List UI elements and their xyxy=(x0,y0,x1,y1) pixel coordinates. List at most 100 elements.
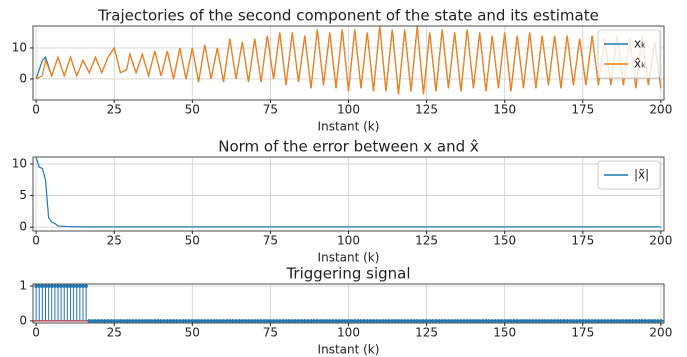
stem-marker xyxy=(268,319,273,323)
stem-marker xyxy=(521,319,526,323)
stem-marker xyxy=(562,319,566,323)
x-tick-label: 50 xyxy=(185,234,200,248)
stem-marker xyxy=(490,319,494,323)
stem-marker xyxy=(540,319,544,323)
stem-marker xyxy=(118,319,123,323)
stem-marker xyxy=(512,319,516,323)
stem-marker xyxy=(327,319,332,323)
stem-marker xyxy=(246,319,251,323)
stem-marker xyxy=(293,319,298,323)
stem-marker xyxy=(121,319,126,323)
stem-marker xyxy=(37,284,42,288)
stem-marker xyxy=(321,319,326,323)
axes-frame xyxy=(32,25,665,101)
stem-marker xyxy=(465,319,470,323)
x-axis-label: Instant (k) xyxy=(318,251,380,265)
stem-marker xyxy=(605,319,610,323)
stem-marker xyxy=(178,319,182,323)
stem-marker xyxy=(284,319,288,323)
stem-marker xyxy=(46,284,51,288)
axes-frame xyxy=(32,283,665,324)
y-tick-label: 0 xyxy=(19,313,27,327)
stem-marker xyxy=(115,319,120,323)
stem-marker xyxy=(84,284,88,288)
stem-marker xyxy=(499,319,504,323)
stem-marker xyxy=(93,319,98,323)
x-tick-label: 125 xyxy=(415,326,438,340)
stem-marker xyxy=(468,319,473,323)
x-tick-label: 25 xyxy=(107,103,122,117)
chart-title: Trajectories of the second component of … xyxy=(97,7,599,25)
stem-marker xyxy=(552,319,557,323)
stem-marker xyxy=(265,319,270,323)
stem-marker xyxy=(224,319,229,323)
stem-marker xyxy=(62,284,67,288)
stem-marker xyxy=(652,319,657,323)
stem-marker xyxy=(434,319,438,323)
stem-marker xyxy=(193,319,198,323)
stem-marker xyxy=(609,319,613,323)
stem-marker xyxy=(337,319,341,323)
x-tick-label: 0 xyxy=(32,234,40,248)
stem-marker xyxy=(362,319,366,323)
stem-marker xyxy=(287,319,291,323)
x-tick-label: 0 xyxy=(32,103,40,117)
line xyxy=(35,26,662,95)
stem-marker xyxy=(231,319,235,323)
stem-marker xyxy=(496,319,501,323)
x-tick-label: 100 xyxy=(337,326,360,340)
stem-marker xyxy=(109,319,113,323)
legend-label: |x̃| xyxy=(634,168,649,182)
stem-marker xyxy=(377,319,382,323)
stem-marker xyxy=(643,319,648,323)
x-tick-label: 175 xyxy=(571,326,594,340)
stem-marker xyxy=(187,319,191,323)
stem-marker xyxy=(431,319,435,323)
stem-marker xyxy=(56,284,60,288)
stem-marker xyxy=(412,319,416,323)
stem-marker xyxy=(471,319,476,323)
stem-marker xyxy=(427,319,432,323)
stem-marker xyxy=(65,284,70,288)
x-tick-label: 200 xyxy=(649,234,672,248)
stem-marker xyxy=(509,319,513,323)
x-tick-label: 50 xyxy=(185,103,200,117)
stem-marker xyxy=(531,319,535,323)
legend-box xyxy=(597,160,661,190)
stem-marker xyxy=(221,319,226,323)
x-tick-label: 175 xyxy=(571,234,594,248)
stem-marker xyxy=(459,319,463,323)
stem-marker xyxy=(506,319,510,323)
stem-marker xyxy=(418,319,423,323)
marks xyxy=(33,284,664,323)
stem-marker xyxy=(243,319,248,323)
stem-marker xyxy=(299,319,304,323)
stem-marker xyxy=(649,319,654,323)
stem-marker xyxy=(43,284,48,288)
stem-marker xyxy=(184,319,188,323)
x-tick-label: 100 xyxy=(337,234,360,248)
stem-marker xyxy=(593,319,598,323)
stem-marker xyxy=(162,319,166,323)
stem-marker xyxy=(237,319,241,323)
y-tick-label: 1 xyxy=(19,279,27,293)
x-tick-label: 75 xyxy=(263,234,278,248)
y-tick-label: 0 xyxy=(19,71,27,85)
line xyxy=(35,157,661,228)
stem-marker xyxy=(290,319,295,323)
stem-marker xyxy=(399,319,404,323)
y-tick-label: 5 xyxy=(19,188,27,202)
stem-marker xyxy=(584,319,588,323)
stem-marker xyxy=(271,319,276,323)
stem-marker xyxy=(381,319,385,323)
x-tick-label: 175 xyxy=(571,103,594,117)
stem-marker xyxy=(571,319,576,323)
stem-marker xyxy=(40,284,45,288)
stem-marker xyxy=(343,319,348,323)
stem-marker xyxy=(165,319,170,323)
stem-marker xyxy=(574,319,579,323)
stem-marker xyxy=(580,319,585,323)
stem-marker xyxy=(602,319,607,323)
y-tick-label: 0 xyxy=(19,220,27,234)
stem-marker xyxy=(106,319,110,323)
